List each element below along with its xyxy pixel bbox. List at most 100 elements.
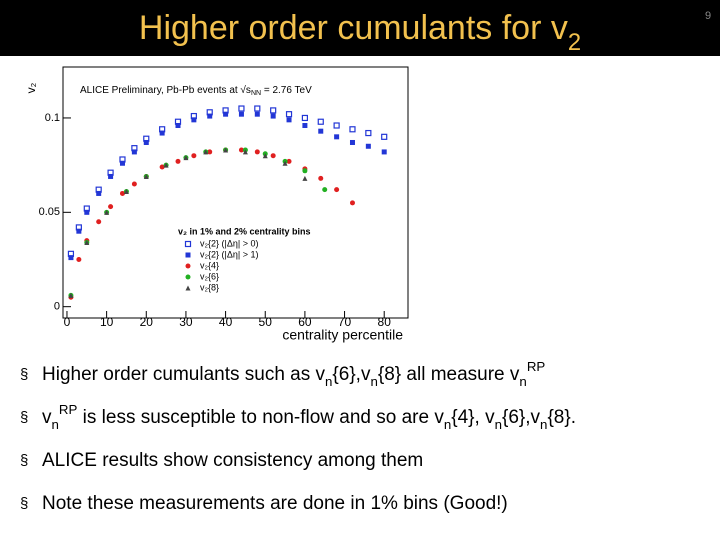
text-run: ALICE results show consistency among the… <box>42 450 423 471</box>
legend-swatch <box>184 240 192 248</box>
data-point <box>381 149 387 155</box>
data-point <box>317 118 324 125</box>
data-point <box>301 114 308 122</box>
data-point <box>262 153 268 159</box>
text-run: n <box>519 374 526 389</box>
text-run: {6},v <box>502 407 541 428</box>
data-point <box>68 292 74 298</box>
bullet-text: ALICE results show consistency among the… <box>42 450 423 471</box>
data-point <box>223 111 229 117</box>
data-point <box>175 158 181 164</box>
text-run: v <box>42 407 52 428</box>
data-point <box>223 147 229 153</box>
x-tick-label: 20 <box>140 315 154 329</box>
legend-label: v₂{8} <box>200 282 219 292</box>
bullet-text: Higher order cumulants such as vn{6},vn{… <box>42 359 545 389</box>
data-point <box>270 107 277 114</box>
text-run: {8} all measure v <box>378 364 520 385</box>
plot-frame <box>62 66 409 319</box>
data-point <box>282 160 288 166</box>
x-tick-label: 0 <box>64 315 71 329</box>
text-run: Higher order cumulants such as v <box>42 364 326 385</box>
data-point <box>96 190 102 196</box>
x-tick-label: 40 <box>219 315 233 329</box>
data-point <box>285 111 293 118</box>
y-axis-label: v₂ <box>24 82 38 93</box>
data-point <box>365 129 372 137</box>
slide-title: Higher order cumulants for v2 <box>139 9 581 56</box>
bullet-marker: § <box>20 495 28 512</box>
data-point <box>104 209 110 215</box>
data-point <box>108 173 114 179</box>
legend-swatch <box>185 274 191 280</box>
text-run: = 2.76 TeV <box>261 85 312 96</box>
data-point <box>318 175 324 181</box>
chart-title: ALICE Preliminary, Pb-Pb events at √sNN … <box>80 84 312 98</box>
data-point <box>238 105 245 112</box>
text-run: RP <box>527 359 546 374</box>
bullet-marker: § <box>20 366 28 383</box>
text-run: n <box>540 417 547 432</box>
text-run: n <box>52 417 59 432</box>
text-run: n <box>370 374 377 389</box>
data-point <box>159 130 165 136</box>
data-point <box>242 149 248 155</box>
text-run: 2 <box>568 29 581 56</box>
data-point <box>286 117 292 123</box>
data-point <box>84 209 90 215</box>
x-tick-label: 30 <box>179 315 193 329</box>
data-point <box>207 113 213 119</box>
data-point <box>349 200 355 206</box>
data-point <box>123 189 129 195</box>
data-point <box>207 149 213 155</box>
data-point <box>270 153 276 159</box>
bullet-text: vnRP is less susceptible to non-flow and… <box>42 402 576 432</box>
y-tick-label: 0.05 <box>39 206 60 218</box>
data-point <box>302 168 308 174</box>
text-run: {8}. <box>547 407 576 428</box>
bullet-marker: § <box>20 409 28 426</box>
data-point <box>68 255 74 261</box>
bullet-marker: § <box>20 452 28 469</box>
data-point <box>203 149 209 155</box>
x-tick-label: 60 <box>298 315 312 329</box>
data-point <box>334 187 340 193</box>
legend-title: v₂ in 1% and 2% centrality bins <box>178 226 311 236</box>
legend-swatch <box>185 285 191 291</box>
text-run: n <box>495 417 502 432</box>
data-point <box>254 149 260 155</box>
text-run: n <box>444 417 451 432</box>
data-point <box>163 162 169 168</box>
data-point <box>131 181 137 187</box>
data-point <box>119 160 125 166</box>
x-tick-label: 50 <box>259 315 273 329</box>
x-tick-label: 70 <box>338 315 352 329</box>
data-point <box>254 105 261 112</box>
text-run: {6},v <box>332 364 371 385</box>
legend-swatch <box>185 263 191 269</box>
data-point <box>286 158 292 164</box>
data-point <box>270 113 276 119</box>
x-tick-label: 80 <box>378 315 392 329</box>
page-number: 9 <box>705 10 711 22</box>
x-axis-label: centrality percentile <box>282 327 403 343</box>
text-run: NN <box>251 90 261 97</box>
data-point <box>349 139 355 145</box>
legend-label: v₂{6} <box>200 271 219 281</box>
data-point <box>191 153 197 159</box>
data-point <box>302 175 308 181</box>
data-point <box>131 149 137 155</box>
data-point <box>108 204 114 210</box>
data-point <box>143 139 149 145</box>
bullet-text: Note these measurements are done in 1% b… <box>42 493 508 514</box>
data-point <box>96 219 102 225</box>
title-bar <box>0 0 720 56</box>
text-run: RP <box>59 402 78 417</box>
data-point <box>302 123 308 129</box>
text-run: n <box>325 374 332 389</box>
text-run: {4}, v <box>451 407 495 428</box>
data-point <box>365 143 371 149</box>
data-point <box>238 111 244 117</box>
